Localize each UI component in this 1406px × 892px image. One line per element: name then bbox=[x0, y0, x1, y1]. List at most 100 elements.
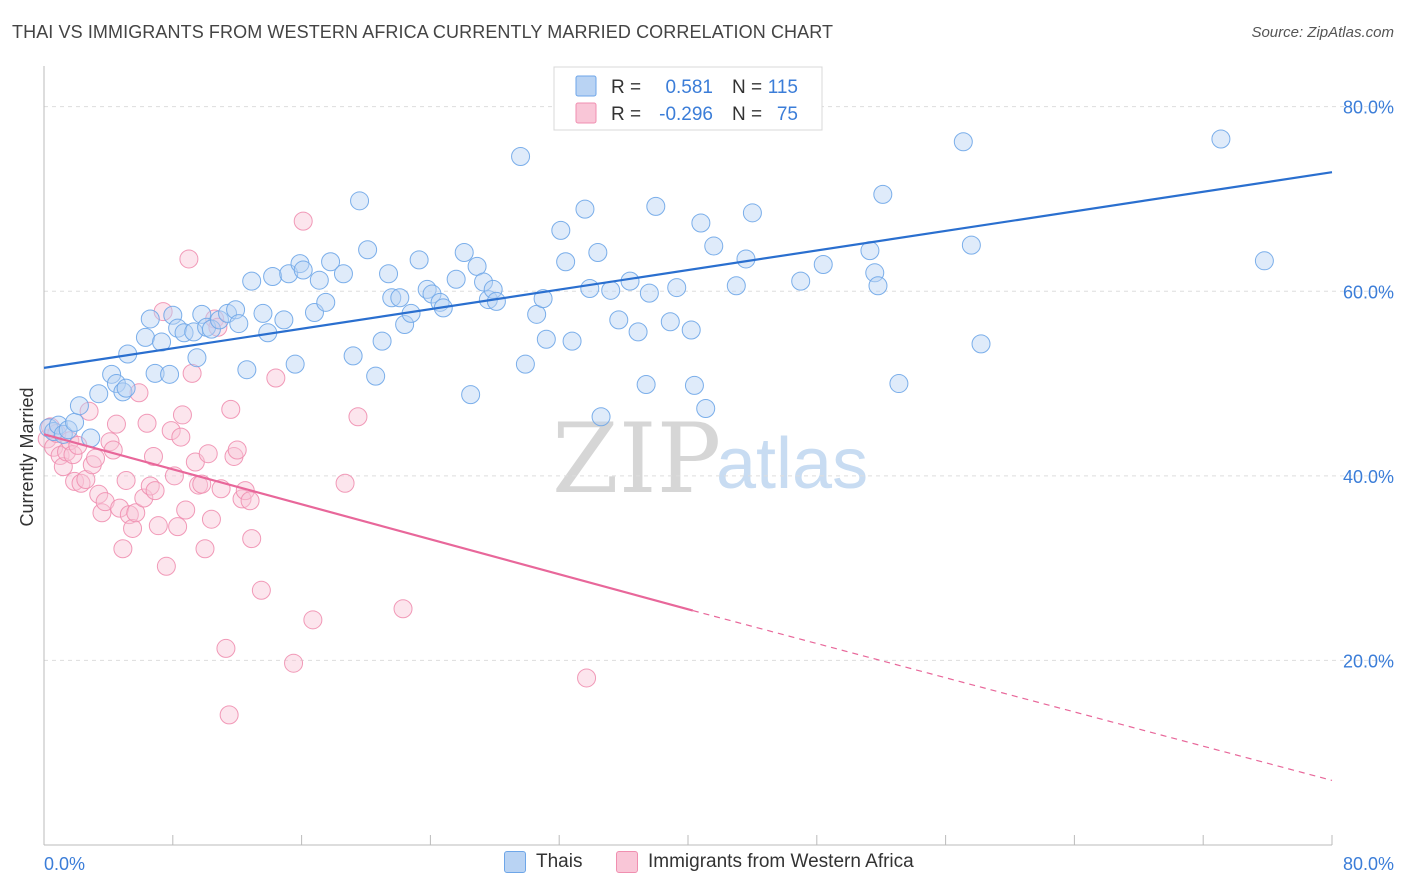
immigrants-point bbox=[126, 503, 146, 523]
thais-point bbox=[628, 322, 648, 342]
legend-r-label-2: R = bbox=[611, 104, 641, 125]
thais-point bbox=[48, 415, 68, 435]
immigrants-trend-extension bbox=[692, 610, 1333, 781]
immigrants-point bbox=[106, 414, 126, 434]
immigrants-point bbox=[79, 401, 99, 421]
thais-point bbox=[454, 243, 474, 263]
thais-point bbox=[163, 305, 183, 325]
immigrants-point bbox=[227, 440, 247, 460]
thais-point bbox=[379, 264, 399, 284]
immigrants-point bbox=[577, 668, 597, 688]
thais-point bbox=[736, 249, 756, 269]
y-tick-labels: 20.0% 40.0% 60.0% 80.0% bbox=[1343, 98, 1394, 672]
thais-point bbox=[263, 266, 283, 286]
thais-point bbox=[113, 382, 133, 402]
immigrants-point bbox=[143, 446, 163, 466]
thais-point bbox=[953, 132, 973, 152]
thais-point bbox=[333, 264, 353, 284]
thais-point bbox=[726, 276, 746, 296]
thais-point bbox=[536, 329, 556, 349]
thais-point bbox=[187, 348, 207, 368]
immigrants-point bbox=[208, 317, 228, 337]
legend-r-label-1: R = bbox=[611, 77, 641, 98]
immigrants-point bbox=[201, 509, 221, 529]
thais-point bbox=[889, 374, 909, 394]
legend-item-thais: Thais bbox=[504, 851, 582, 873]
correlation-legend: R = 0.581 N = 115 R = -0.296 N = 75 bbox=[553, 66, 823, 131]
immigrants-point bbox=[161, 421, 181, 441]
thais-point bbox=[660, 312, 680, 332]
thais-point bbox=[116, 378, 136, 398]
immigrants-point bbox=[219, 705, 239, 725]
thais-point bbox=[667, 278, 687, 298]
thais-point bbox=[704, 236, 724, 256]
thais-point bbox=[285, 354, 305, 374]
thais-point bbox=[390, 288, 410, 308]
thais-point bbox=[588, 243, 608, 263]
thais-point bbox=[372, 331, 392, 351]
watermark-zip: ZIP bbox=[552, 403, 721, 515]
thais-point bbox=[69, 396, 89, 416]
thais-point bbox=[691, 213, 711, 233]
legend-label-thais: Thais bbox=[536, 851, 583, 872]
thais-point bbox=[293, 260, 313, 280]
thais-point bbox=[358, 240, 378, 260]
thais-trend-line bbox=[43, 171, 1333, 369]
thais-point bbox=[636, 374, 656, 394]
thais-point bbox=[395, 314, 415, 334]
immigrants-point bbox=[110, 498, 130, 518]
thais-point bbox=[681, 320, 701, 340]
thais-point bbox=[309, 270, 329, 290]
legend-swatch-thais-bottom bbox=[504, 851, 526, 873]
thais-point bbox=[696, 398, 716, 418]
thais-point bbox=[253, 303, 273, 323]
trend-lines bbox=[43, 171, 1333, 781]
immigrants-point bbox=[176, 500, 196, 520]
thais-point bbox=[961, 235, 981, 255]
thais-point bbox=[620, 271, 640, 291]
immigrants-point bbox=[123, 518, 143, 538]
immigrants-point bbox=[134, 488, 154, 508]
immigrants-point bbox=[221, 399, 241, 419]
legend-n-label-2: N = bbox=[732, 104, 762, 125]
source-credit: Source: ZipAtlas.com bbox=[1251, 24, 1394, 41]
y-tick-label: 20.0% bbox=[1343, 651, 1394, 671]
legend-n-label-1: N = bbox=[732, 77, 762, 98]
immigrants-point bbox=[172, 405, 192, 425]
thais-point bbox=[486, 291, 506, 311]
thais-point bbox=[135, 327, 155, 347]
thais-point bbox=[343, 346, 363, 366]
legend-r-value-2: -0.296 bbox=[659, 104, 713, 125]
thais-point bbox=[160, 364, 180, 384]
immigrants-point bbox=[216, 638, 236, 658]
immigrants-point bbox=[148, 516, 168, 536]
thais-point bbox=[646, 196, 666, 216]
immigrants-point bbox=[168, 517, 188, 537]
y-tick-label: 60.0% bbox=[1343, 282, 1394, 302]
immigrants-point bbox=[179, 249, 199, 269]
watermark-atlas: atlas bbox=[716, 424, 868, 504]
thais-point bbox=[366, 366, 386, 386]
thais-point bbox=[350, 191, 370, 211]
thais-point bbox=[873, 184, 893, 204]
y-tick-label: 40.0% bbox=[1343, 467, 1394, 487]
immigrants-point bbox=[103, 440, 123, 460]
thais-point bbox=[813, 255, 833, 275]
thais-point bbox=[174, 323, 194, 343]
immigrants-point bbox=[156, 556, 176, 576]
thais-point bbox=[382, 288, 402, 308]
legend-item-immigrants: Immigrants from Western Africa bbox=[616, 851, 914, 873]
immigrants-point bbox=[348, 407, 368, 427]
thais-point bbox=[684, 375, 704, 395]
thais-point bbox=[483, 279, 503, 299]
immigrants-point bbox=[393, 599, 413, 619]
thais-point bbox=[791, 271, 811, 291]
legend-label-immigrants: Immigrants from Western Africa bbox=[648, 851, 914, 872]
thais-point bbox=[461, 385, 481, 405]
immigrants-point bbox=[92, 503, 112, 523]
immigrants-point bbox=[303, 610, 323, 630]
thais-point bbox=[229, 314, 249, 334]
y-axis-label: Currently Married bbox=[17, 387, 37, 526]
thais-point bbox=[409, 250, 429, 270]
